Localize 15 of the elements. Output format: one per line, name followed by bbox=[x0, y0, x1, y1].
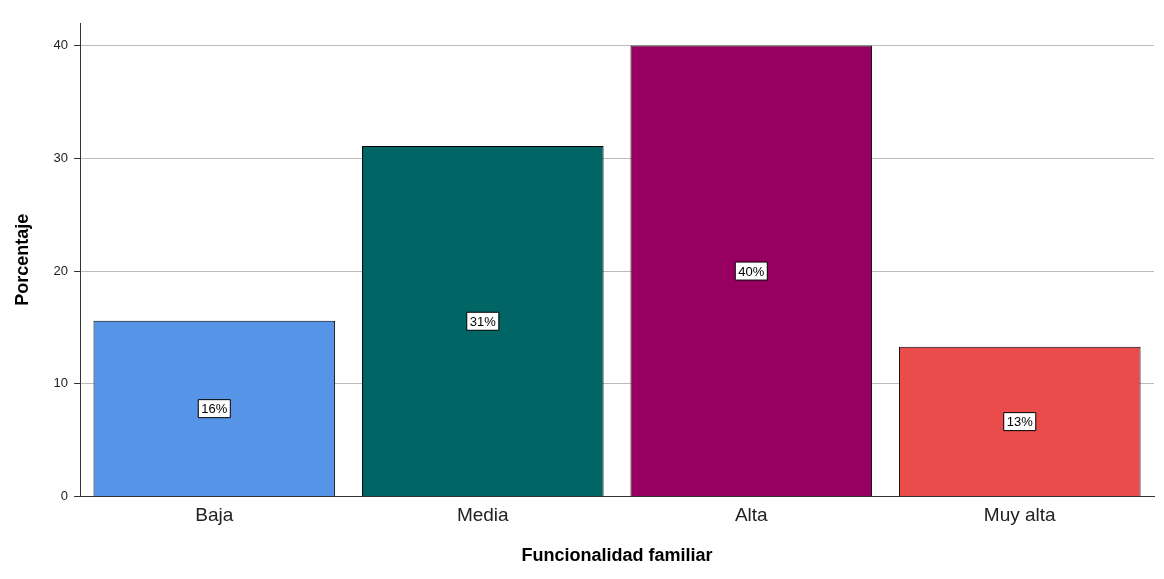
y-tick-label: 0 bbox=[60, 488, 69, 504]
data-label: 31% bbox=[469, 313, 497, 329]
x-tick-label: Muy alta bbox=[983, 504, 1057, 526]
x-axis-title: Funcionalidad familiar bbox=[521, 545, 713, 566]
y-axis-title: Porcentaje bbox=[11, 213, 32, 306]
y-tick-label: 30 bbox=[53, 149, 69, 165]
y-tick-label: 10 bbox=[53, 375, 69, 391]
x-tick-label: Media bbox=[456, 504, 510, 526]
y-tick-label: 20 bbox=[53, 262, 69, 278]
data-label: 16% bbox=[201, 401, 228, 417]
data-label: 40% bbox=[738, 263, 765, 279]
x-tick-label: Baja bbox=[195, 504, 234, 526]
x-tick-label: Alta bbox=[734, 504, 769, 526]
y-tick-label: 40 bbox=[53, 37, 69, 53]
data-label: 13% bbox=[1006, 414, 1034, 430]
